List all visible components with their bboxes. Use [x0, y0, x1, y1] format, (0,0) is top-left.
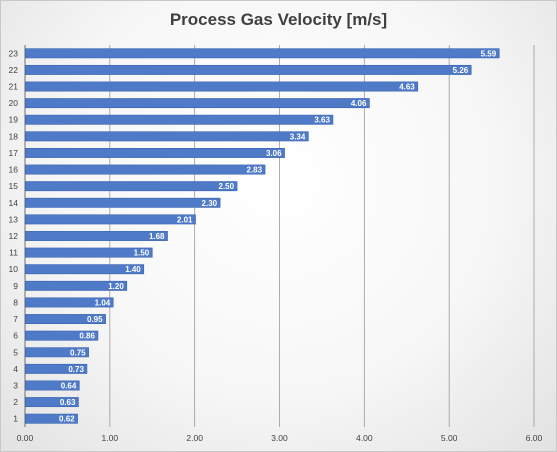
data-label: 0.73 — [68, 365, 84, 374]
y-tick-label: 22 — [9, 65, 19, 75]
chart-title: Process Gas Velocity [m/s] — [169, 10, 388, 29]
bar — [25, 81, 419, 92]
bar — [25, 214, 196, 225]
y-tick-label: 14 — [9, 198, 19, 208]
y-tick-label: 4 — [13, 364, 18, 374]
data-label: 3.34 — [290, 132, 306, 141]
bar — [25, 380, 80, 391]
y-tick-label: 6 — [13, 331, 18, 341]
data-label: 5.26 — [453, 66, 469, 75]
bar — [25, 98, 370, 109]
data-label: 1.50 — [134, 249, 150, 258]
bar — [25, 181, 238, 192]
data-label: 4.06 — [351, 99, 367, 108]
y-tick-label: 13 — [9, 214, 19, 224]
bar — [25, 48, 500, 59]
x-tick-label: 0.00 — [17, 433, 34, 443]
bar — [25, 347, 89, 358]
data-label: 1.68 — [149, 232, 165, 241]
bar — [25, 397, 79, 408]
y-tick-label: 21 — [9, 82, 19, 92]
y-tick-label: 19 — [9, 115, 19, 125]
y-tick-label: 7 — [13, 314, 18, 324]
bar — [25, 280, 128, 291]
data-label: 4.63 — [399, 83, 415, 92]
y-tick-label: 11 — [9, 248, 18, 258]
y-tick-label: 20 — [9, 98, 19, 108]
bar — [25, 131, 309, 142]
data-label: 0.75 — [70, 348, 86, 357]
y-tick-label: 8 — [13, 297, 18, 307]
data-label: 5.59 — [481, 49, 497, 58]
bar — [25, 413, 78, 424]
data-label: 1.20 — [108, 282, 124, 291]
bar — [25, 314, 106, 324]
y-tick-label: 18 — [9, 131, 19, 141]
y-tick-label: 10 — [9, 264, 19, 274]
y-tick-label: 17 — [9, 148, 19, 158]
y-tick-label: 3 — [13, 380, 18, 390]
data-label: 3.63 — [314, 116, 330, 125]
data-label: 1.04 — [95, 298, 111, 307]
x-tick-label: 3.00 — [271, 433, 288, 443]
x-tick-label: 6.00 — [526, 433, 543, 443]
data-label: 0.64 — [61, 381, 77, 390]
data-label: 2.30 — [202, 199, 218, 208]
y-tick-label: 23 — [9, 48, 19, 58]
data-label: 2.50 — [219, 182, 235, 191]
bar — [25, 363, 88, 374]
bar — [25, 164, 266, 175]
bar — [25, 264, 145, 275]
data-label: 0.63 — [60, 398, 76, 407]
y-tick-label: 12 — [9, 231, 19, 241]
bar — [25, 148, 285, 158]
bar — [25, 247, 153, 258]
y-tick-label: 9 — [13, 281, 18, 291]
data-label: 0.62 — [59, 415, 75, 424]
data-label: 0.86 — [79, 332, 95, 341]
data-label: 1.40 — [125, 265, 141, 274]
y-tick-label: 2 — [13, 397, 18, 407]
bar — [25, 114, 334, 125]
x-tick-label: 1.00 — [102, 433, 119, 443]
data-label: 3.06 — [266, 149, 282, 158]
bar — [25, 64, 472, 75]
x-tick-label: 2.00 — [186, 433, 203, 443]
bar — [25, 330, 99, 341]
bar — [25, 297, 114, 308]
bar — [25, 231, 168, 241]
y-tick-label: 5 — [13, 347, 18, 357]
y-tick-label: 1 — [13, 414, 18, 424]
data-label: 2.01 — [177, 215, 193, 224]
data-label: 0.95 — [87, 315, 103, 324]
y-tick-label: 15 — [9, 181, 19, 191]
x-tick-label: 4.00 — [356, 433, 373, 443]
bar — [25, 197, 221, 208]
x-tick-label: 5.00 — [441, 433, 458, 443]
data-label: 2.83 — [247, 166, 263, 175]
y-tick-label: 16 — [9, 165, 19, 175]
